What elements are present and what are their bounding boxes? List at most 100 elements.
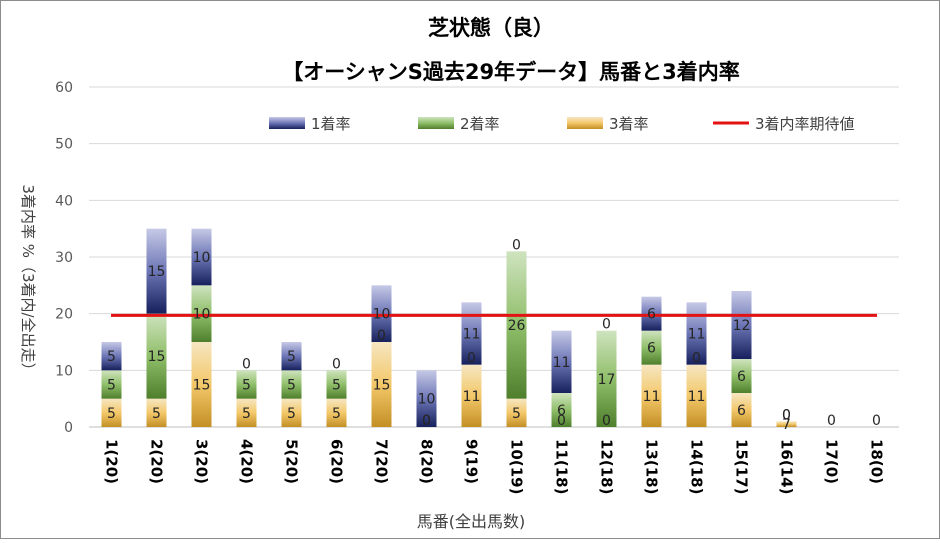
bar-value-label: 5 — [287, 406, 296, 422]
y-axis-title: 3着内率 %（3着内/全出走） — [19, 184, 37, 377]
x-tick-label: 16(14) — [778, 439, 796, 494]
bar-value-label: 0 — [242, 356, 251, 372]
bar-value-label: 0 — [422, 413, 431, 429]
bar-segment-2nd — [236, 370, 257, 399]
bar-segment-2nd — [101, 370, 122, 399]
bar-value-label: 0 — [782, 407, 791, 423]
x-tick-label: 17(0) — [823, 439, 841, 484]
chart-title: 芝状態（良） — [428, 16, 554, 40]
legend-label-2nd: 2着率 — [460, 115, 500, 133]
bar-value-label: 5 — [287, 378, 296, 394]
bar-value-label: 10 — [418, 392, 436, 408]
bar-value-label: 0 — [692, 351, 701, 367]
legend: 1着率 2着率 3着率 3着内率期待値 — [269, 115, 855, 133]
bar-segment-1st — [146, 228, 167, 314]
bar-segment-3rd — [371, 342, 392, 427]
legend-label-1st: 1着率 — [311, 115, 351, 133]
bar-segment-3rd — [281, 398, 302, 427]
bar-value-label: 0 — [782, 407, 791, 423]
bar-value-label: 15 — [148, 349, 166, 365]
bar-segment-2nd — [551, 393, 572, 427]
x-tick-label: 6(20) — [328, 439, 346, 484]
y-tick-label: 20 — [55, 307, 73, 323]
bar-segment-1st — [551, 330, 572, 393]
bar-segment-3rd — [191, 342, 212, 427]
y-tick-labels: 0 10 20 30 40 50 60 — [55, 80, 73, 436]
bar-value-label: 6 — [557, 403, 566, 419]
bar-segment-1st — [686, 302, 707, 365]
bar-segment-1st — [461, 302, 482, 365]
legend-swatch-2nd — [418, 117, 454, 129]
bar-segment-3rd — [461, 364, 482, 427]
x-tick-label: 2(20) — [148, 439, 166, 484]
bar-value-label: 15 — [148, 264, 166, 280]
legend-swatch-3rd — [567, 117, 603, 129]
bar-segment-3rd — [686, 364, 707, 427]
bar-value-label: 6 — [737, 369, 746, 385]
bar-segment-2nd — [731, 359, 752, 393]
x-tick-label: 11(18) — [553, 439, 571, 494]
x-tick-label: 12(18) — [598, 439, 616, 494]
x-tick-label: 4(20) — [238, 439, 256, 484]
bar-value-label: 11 — [463, 389, 481, 405]
bar-segment-1st — [101, 342, 122, 371]
bar-value-label: 12 — [733, 318, 751, 334]
bar-value-label: 6 — [737, 403, 746, 419]
bar-segment-3rd — [641, 364, 662, 427]
x-axis-title: 馬番(全出馬数) — [417, 512, 526, 531]
bar-segment-3rd — [506, 398, 527, 427]
legend-swatch-1st — [269, 117, 305, 129]
bar-value-label: 0 — [422, 413, 431, 429]
bar-value-label: 7 — [782, 417, 791, 433]
bar-value-label: 0 — [872, 413, 881, 429]
x-tick-label: 18(0) — [868, 439, 886, 484]
bar-value-label: 10 — [193, 250, 211, 266]
bar-value-label: 0 — [602, 317, 611, 333]
bar-value-label: 11 — [553, 355, 571, 371]
x-tick-label: 8(20) — [418, 439, 436, 484]
bar-segment-1st — [731, 291, 752, 359]
bar-value-label: 10 — [373, 307, 391, 323]
bar-value-label: 5 — [332, 406, 341, 422]
bar-value-label: 5 — [107, 349, 116, 365]
bar-value-label: 5 — [107, 378, 116, 394]
bar-segment-1st — [281, 342, 302, 371]
chart-subtitle: 【オーシャンS過去29年データ】馬番と3着内率 — [282, 60, 740, 84]
x-tick-label: 10(19) — [508, 439, 526, 494]
x-tick-label: 13(18) — [643, 439, 661, 494]
bar-segment-2nd — [326, 370, 347, 399]
bar-value-label: 0 — [827, 413, 836, 429]
bar-segment-2nd — [596, 330, 617, 427]
bar-segment-3rd — [236, 398, 257, 427]
y-tick-label: 0 — [64, 420, 73, 436]
bar-value-label: 5 — [242, 378, 251, 394]
bar-value-label: 5 — [242, 406, 251, 422]
bar-segment-3rd — [101, 398, 122, 427]
bar-segment-2nd — [146, 313, 167, 399]
y-tick-label: 60 — [55, 80, 73, 96]
bar-segment-2nd — [506, 251, 527, 399]
bar-value-label: 0 — [512, 237, 521, 253]
bar-value-label: 26 — [508, 318, 526, 334]
bar-segment-3rd — [776, 421, 797, 427]
bar-value-label: 0 — [467, 351, 476, 367]
y-tick-label: 50 — [55, 137, 73, 153]
bar-value-label: 5 — [287, 349, 296, 365]
bar-segment-1st — [641, 296, 662, 331]
bar-value-label: 0 — [332, 356, 341, 372]
bar-segment-1st — [371, 285, 392, 342]
bar-value-label: 11 — [688, 327, 706, 343]
bar-value-label: 0 — [557, 413, 566, 429]
x-tick-label: 14(18) — [688, 439, 706, 494]
bar-value-label: 6 — [647, 307, 656, 323]
bar-value-label: 5 — [152, 406, 161, 422]
legend-label-3rd: 3着率 — [609, 115, 649, 133]
y-tick-label: 30 — [55, 250, 73, 266]
x-tick-label: 9(19) — [463, 439, 481, 484]
bar-value-label: 5 — [332, 378, 341, 394]
bar-segment-2nd — [641, 330, 662, 365]
bar-segment-2nd — [281, 370, 302, 399]
x-tick-label: 7(20) — [373, 439, 391, 484]
